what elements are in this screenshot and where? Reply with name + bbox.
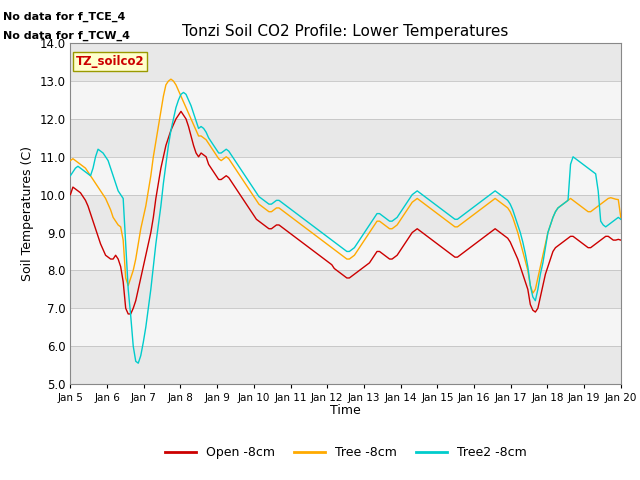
X-axis label: Time: Time	[330, 405, 361, 418]
Bar	[70, 157, 621, 195]
Legend: Open -8cm, Tree -8cm, Tree2 -8cm: Open -8cm, Tree -8cm, Tree2 -8cm	[159, 442, 532, 464]
Bar	[70, 81, 621, 119]
Bar	[70, 346, 621, 384]
Title: Tonzi Soil CO2 Profile: Lower Temperatures: Tonzi Soil CO2 Profile: Lower Temperatur…	[182, 24, 509, 39]
Text: TZ_soilco2: TZ_soilco2	[76, 55, 145, 68]
Y-axis label: Soil Temperatures (C): Soil Temperatures (C)	[21, 146, 34, 281]
Bar	[70, 119, 621, 157]
Bar	[70, 232, 621, 270]
Bar	[70, 195, 621, 232]
Bar	[70, 270, 621, 308]
Text: No data for f_TCE_4: No data for f_TCE_4	[3, 12, 125, 22]
Bar	[70, 308, 621, 346]
Text: No data for f_TCW_4: No data for f_TCW_4	[3, 31, 130, 41]
Bar	[70, 43, 621, 81]
